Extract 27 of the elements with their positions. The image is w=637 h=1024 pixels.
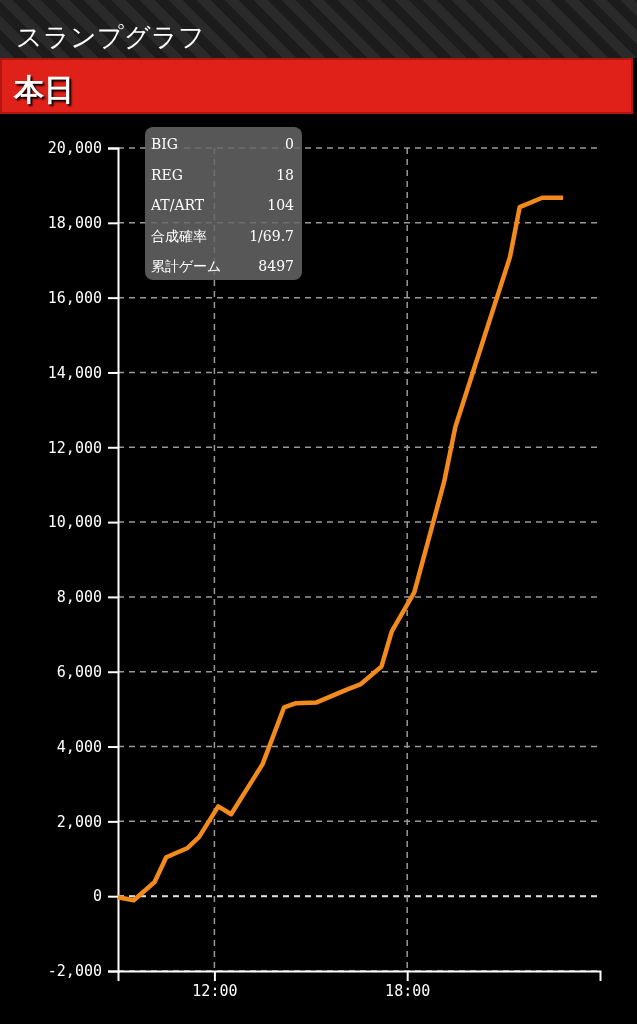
annotation: 累計ゲーム <box>151 258 221 274</box>
y-tick-label: 6,000 <box>56 663 102 682</box>
y-tick-label: -2,000 <box>47 962 102 981</box>
annotation: 0 <box>285 136 294 152</box>
y-tick-label: 18,000 <box>47 214 102 233</box>
annotation: 合成確率 <box>151 227 207 244</box>
y-tick-label: 4,000 <box>56 737 102 756</box>
y-tick-label: 20,000 <box>47 139 102 158</box>
y-tick-label: 8,000 <box>56 588 102 607</box>
annotation: 18 <box>276 166 294 183</box>
x-tick-label: 18:00 <box>385 981 431 1000</box>
annotation: AT/ART <box>150 197 205 213</box>
y-tick-label: 16,000 <box>47 288 102 307</box>
y-tick-label: 12,000 <box>47 438 102 457</box>
annotation: REG <box>151 166 183 183</box>
y-tick-label: 10,000 <box>47 513 102 532</box>
x-tick-label: 12:00 <box>192 981 238 1000</box>
chart-subtitle: 本日 <box>14 71 74 109</box>
line-series <box>115 195 566 903</box>
annotation: 1/69.7 <box>249 227 294 244</box>
annotation: BIG <box>151 136 179 152</box>
y-tick-label: 2,000 <box>56 812 102 831</box>
annotation: 8497 <box>258 258 294 274</box>
chart-title: スランプグラフ <box>16 21 205 54</box>
annotation: 104 <box>267 197 295 213</box>
y-tick-label: 0 <box>92 887 102 906</box>
y-tick-label: 14,000 <box>47 363 102 382</box>
